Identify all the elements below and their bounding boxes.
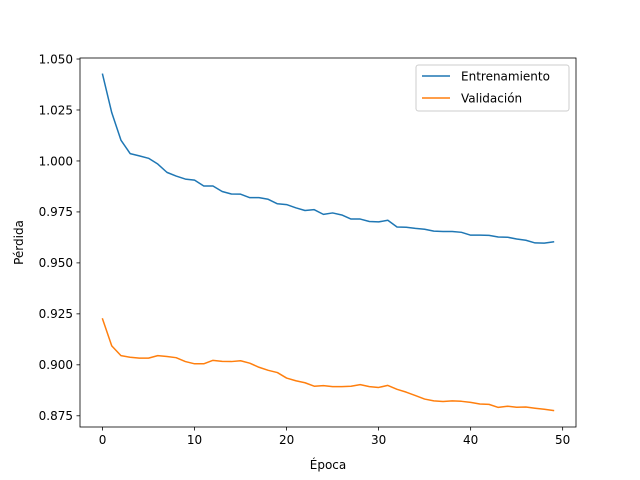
x-axis-label: Época	[310, 457, 347, 472]
y-tick-label: 0.900	[39, 358, 73, 372]
y-tick-label: 1.025	[39, 103, 73, 117]
series-line-entrenamiento	[101, 73, 555, 244]
y-tick-label: 1.000	[39, 154, 73, 168]
y-tick-label: 1.050	[39, 52, 73, 66]
legend-box	[415, 64, 570, 112]
x-tick-label: 0	[99, 433, 107, 447]
y-tick-label: 0.875	[39, 409, 73, 423]
axes-frame	[79, 57, 577, 428]
y-tick-label: 0.950	[39, 256, 73, 270]
x-axis-ticks: 0 10 20 30 40 50	[99, 427, 570, 447]
legend-entry-label: Validación	[461, 91, 522, 105]
x-tick-label: 20	[279, 433, 294, 447]
y-tick-label: 0.925	[39, 307, 73, 321]
legend: Entrenamiento Validación	[415, 64, 570, 112]
series-line-validacion	[101, 317, 555, 412]
y-tick-label: 0.975	[39, 205, 73, 219]
x-tick-label: 40	[463, 433, 478, 447]
y-axis-ticks: 0.875 0.900 0.925 0.950 0.975 1.000 1.025 1.050	[39, 52, 80, 423]
y-axis-label: Pérdida	[12, 220, 26, 265]
x-tick-label: 30	[371, 433, 386, 447]
plot-area	[101, 73, 555, 412]
x-tick-label: 10	[187, 433, 202, 447]
legend-entry-label: Entrenamiento	[461, 69, 550, 83]
x-tick-label: 50	[555, 433, 570, 447]
